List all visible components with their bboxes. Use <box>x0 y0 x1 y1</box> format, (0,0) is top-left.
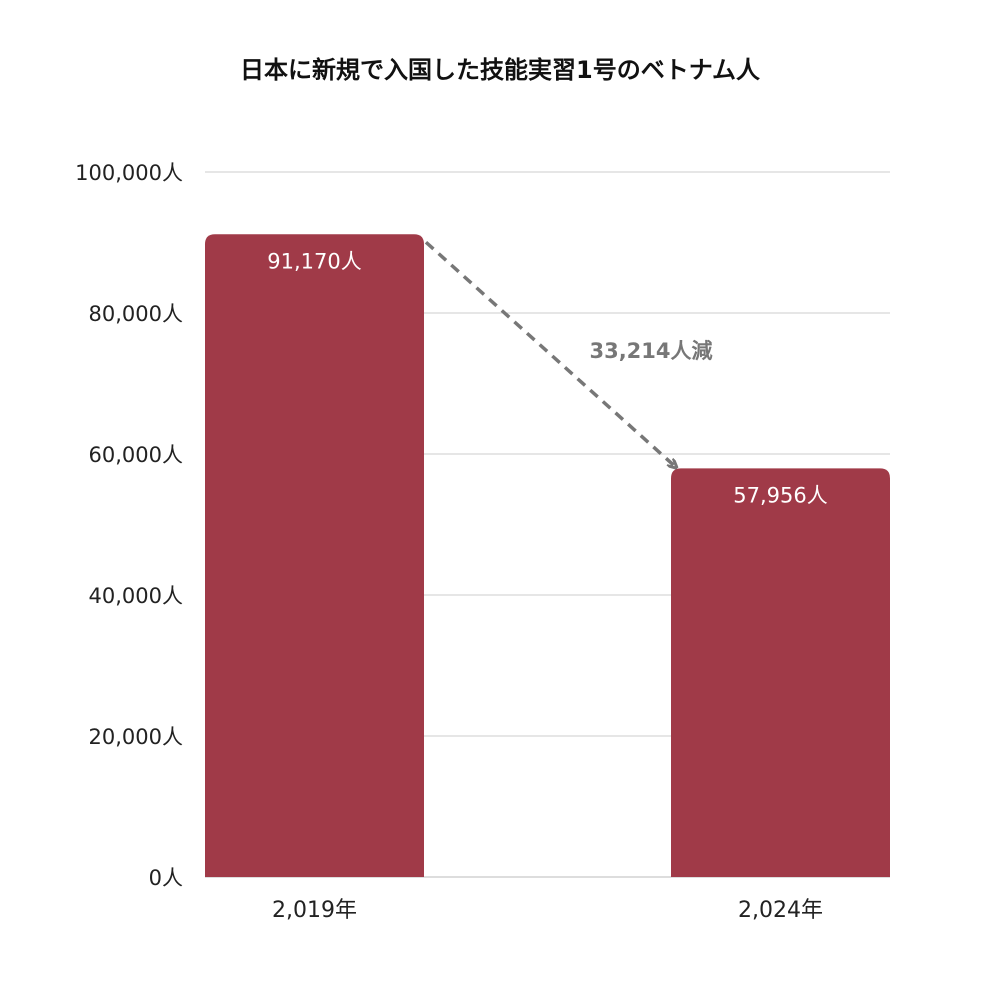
bar <box>671 468 890 877</box>
x-axis-category-labels: 2,019年 2,024年 <box>272 898 823 923</box>
y-tick-label: 80,000人 <box>89 302 183 326</box>
x-category-label: 2,024年 <box>738 898 823 923</box>
decrease-annotation-label: 33,214人減 <box>589 339 712 363</box>
difference-annotation: 33,214人減 <box>424 240 713 466</box>
bars <box>205 234 890 878</box>
y-tick-label: 100,000人 <box>75 161 183 185</box>
bar-data-label: 57,956人 <box>733 483 827 507</box>
x-category-label: 2,019年 <box>272 898 357 923</box>
data-labels: 91,170人 57,956人 <box>267 249 827 507</box>
chart-title: 日本に新規で入国した技能実習1号のベトナム人 <box>240 56 760 84</box>
y-tick-label: 40,000人 <box>89 584 183 608</box>
decrease-arrow <box>424 240 675 466</box>
bar <box>205 234 424 878</box>
bar-data-label: 91,170人 <box>267 249 361 273</box>
y-axis-tick-labels: 0人 20,000人 40,000人 60,000人 80,000人 100,000人 <box>75 161 183 890</box>
y-tick-label: 0人 <box>149 866 183 890</box>
y-tick-label: 60,000人 <box>89 443 183 467</box>
y-tick-label: 20,000人 <box>89 725 183 749</box>
